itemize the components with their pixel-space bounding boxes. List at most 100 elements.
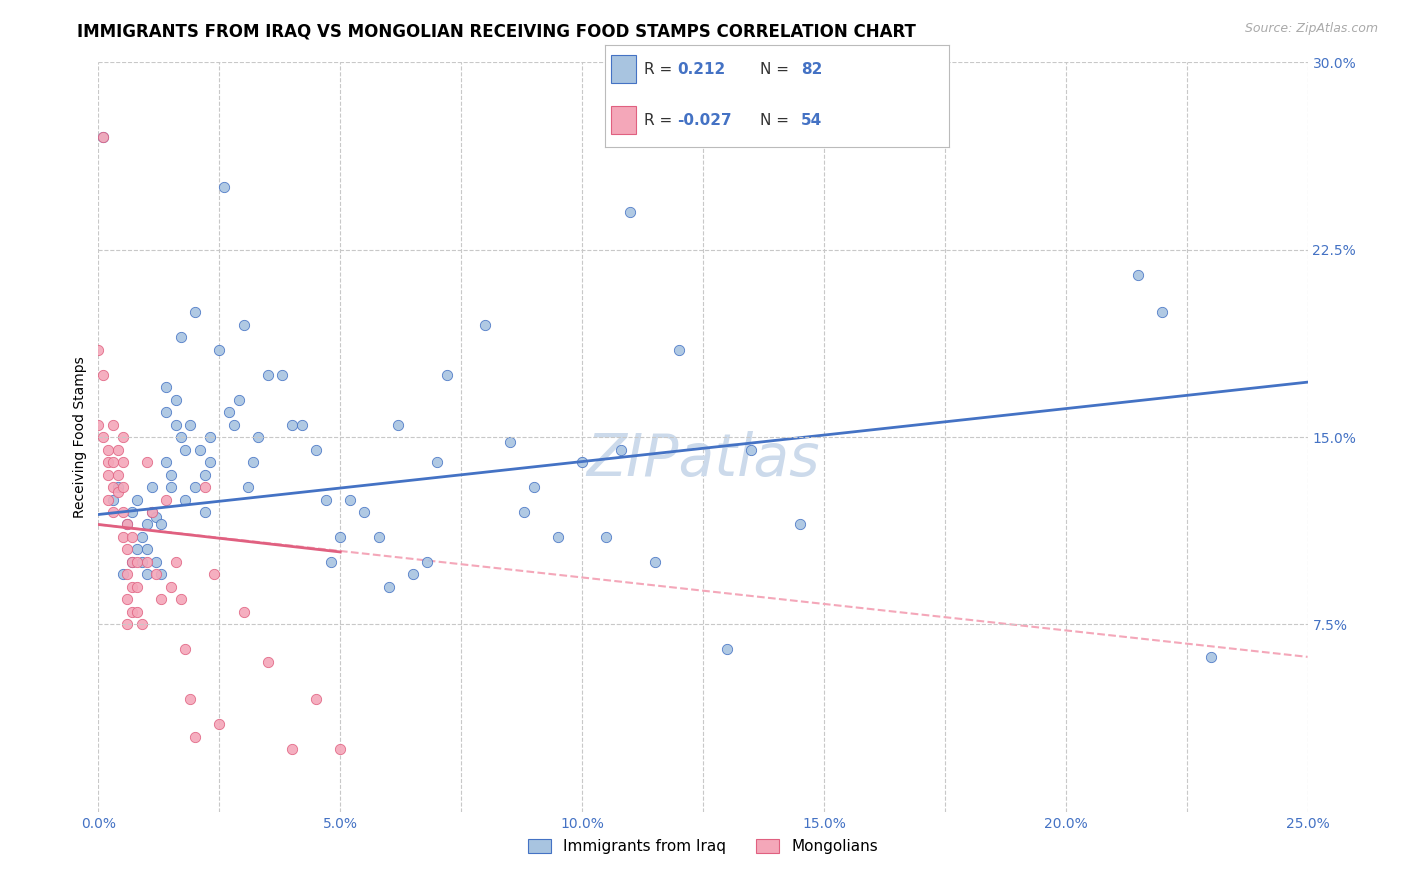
- Point: [232, 318, 254, 332]
- Point: [319, 555, 342, 569]
- Point: [107, 480, 129, 494]
- Point: [174, 442, 197, 457]
- Point: [117, 592, 139, 607]
- Text: 54: 54: [801, 113, 823, 128]
- FancyBboxPatch shape: [612, 106, 636, 135]
- Point: [208, 343, 231, 357]
- Point: [87, 343, 110, 357]
- Point: [135, 555, 157, 569]
- Point: [165, 392, 187, 407]
- Point: [256, 368, 278, 382]
- Point: [91, 130, 114, 145]
- Point: [155, 380, 177, 394]
- Text: N =: N =: [759, 113, 793, 128]
- Point: [111, 455, 134, 469]
- Point: [127, 580, 149, 594]
- Point: [247, 430, 270, 444]
- Point: [1152, 305, 1174, 319]
- Point: [91, 430, 114, 444]
- Point: [160, 480, 183, 494]
- Text: IMMIGRANTS FROM IRAQ VS MONGOLIAN RECEIVING FOOD STAMPS CORRELATION CHART: IMMIGRANTS FROM IRAQ VS MONGOLIAN RECEIV…: [77, 22, 917, 40]
- Point: [426, 455, 449, 469]
- Point: [131, 555, 153, 569]
- Point: [174, 642, 197, 657]
- Text: N =: N =: [759, 62, 793, 77]
- Point: [91, 130, 114, 145]
- Point: [101, 417, 124, 432]
- Point: [271, 368, 294, 382]
- Point: [789, 517, 811, 532]
- Point: [290, 417, 312, 432]
- Text: 82: 82: [801, 62, 823, 77]
- Point: [91, 368, 114, 382]
- Point: [179, 417, 201, 432]
- Point: [184, 305, 207, 319]
- Point: [232, 605, 254, 619]
- Point: [111, 480, 134, 494]
- Point: [127, 555, 149, 569]
- Point: [513, 505, 536, 519]
- Point: [141, 480, 163, 494]
- Point: [121, 555, 143, 569]
- Text: ZIPatlas: ZIPatlas: [586, 431, 820, 488]
- Point: [281, 742, 304, 756]
- Point: [145, 555, 167, 569]
- Point: [97, 455, 120, 469]
- Point: [353, 505, 375, 519]
- Point: [155, 455, 177, 469]
- Point: [127, 542, 149, 557]
- Point: [610, 442, 633, 457]
- Point: [387, 417, 409, 432]
- Point: [121, 605, 143, 619]
- Point: [194, 467, 217, 482]
- Point: [329, 742, 352, 756]
- Point: [436, 368, 458, 382]
- Text: R =: R =: [644, 113, 678, 128]
- Point: [107, 442, 129, 457]
- Point: [87, 417, 110, 432]
- Text: -0.027: -0.027: [676, 113, 731, 128]
- Point: [127, 605, 149, 619]
- Text: R =: R =: [644, 62, 678, 77]
- Point: [121, 555, 143, 569]
- Point: [474, 318, 496, 332]
- Point: [150, 517, 173, 532]
- Point: [198, 430, 221, 444]
- Point: [121, 530, 143, 544]
- Point: [121, 580, 143, 594]
- Point: [416, 555, 439, 569]
- Point: [135, 455, 157, 469]
- Legend: Immigrants from Iraq, Mongolians: Immigrants from Iraq, Mongolians: [522, 832, 884, 860]
- Point: [135, 567, 157, 582]
- Point: [377, 580, 399, 594]
- Point: [145, 567, 167, 582]
- Text: Source: ZipAtlas.com: Source: ZipAtlas.com: [1244, 22, 1378, 36]
- Point: [595, 530, 617, 544]
- Point: [101, 505, 124, 519]
- Y-axis label: Receiving Food Stamps: Receiving Food Stamps: [73, 356, 87, 518]
- Point: [228, 392, 250, 407]
- Point: [131, 530, 153, 544]
- Point: [117, 517, 139, 532]
- Point: [117, 542, 139, 557]
- Point: [402, 567, 425, 582]
- Point: [101, 480, 124, 494]
- Point: [165, 417, 187, 432]
- Text: 0.212: 0.212: [676, 62, 725, 77]
- FancyBboxPatch shape: [612, 55, 636, 83]
- Point: [107, 467, 129, 482]
- Point: [101, 492, 124, 507]
- Point: [155, 405, 177, 419]
- Point: [111, 430, 134, 444]
- Point: [305, 442, 328, 457]
- Point: [169, 592, 191, 607]
- Point: [218, 405, 240, 419]
- Point: [498, 435, 520, 450]
- Point: [141, 505, 163, 519]
- Point: [668, 343, 690, 357]
- Point: [1128, 268, 1150, 282]
- Point: [208, 717, 231, 731]
- Point: [121, 505, 143, 519]
- Point: [155, 492, 177, 507]
- Point: [716, 642, 738, 657]
